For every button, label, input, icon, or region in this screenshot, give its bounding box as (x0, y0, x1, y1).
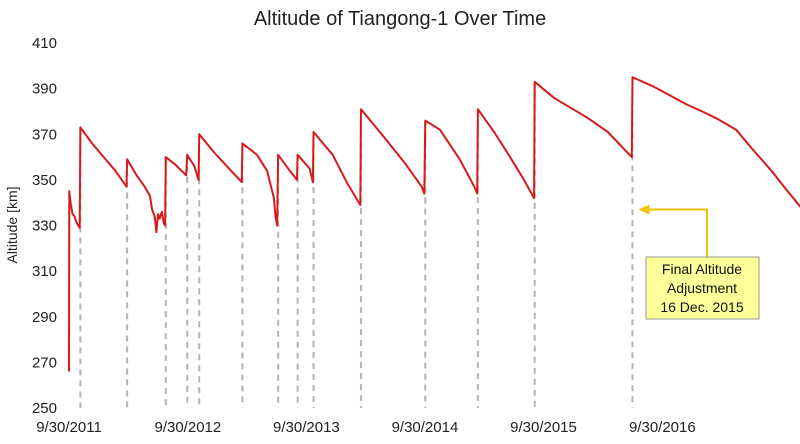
x-tick-label: 9/30/2012 (154, 419, 221, 436)
annotation-text-line: Final Altitude (662, 261, 742, 277)
annotation: Final Altitude Adjustment 16 Dec. 2015 (638, 204, 760, 320)
annotation-arrow-line (648, 208, 708, 257)
annotation-text-line: Adjustment (667, 280, 737, 296)
series-group (68, 76, 800, 372)
y-tick-label: 330 (32, 218, 57, 235)
marker-lines (79, 77, 634, 408)
x-tick-label: 9/30/2011 (36, 419, 102, 436)
annotation-box (645, 256, 760, 320)
x-tick-label: 9/30/2014 (392, 419, 459, 436)
annotation-text-line: 16 Dec. 2015 (660, 299, 743, 315)
y-tick-label: 270 (32, 354, 57, 371)
y-tick-label: 370 (32, 126, 57, 143)
annotation-arrowhead (638, 204, 650, 215)
y-axis-title: Altitude [km] (4, 186, 20, 263)
y-tick-label: 290 (32, 309, 57, 326)
altitude-series-line (68, 76, 800, 372)
y-tick-label: 390 (32, 81, 57, 98)
y-tick-label: 410 (32, 35, 57, 52)
chart-title: Altitude of Tiangong-1 Over Time (254, 8, 546, 30)
y-tick-label: 350 (32, 172, 57, 189)
x-tick-label: 9/30/2015 (510, 419, 577, 436)
y-ticks: 250 270 290 310 330 350 370 390 410 (32, 35, 57, 417)
x-ticks: 9/30/2011 9/30/2012 9/30/2013 9/30/2014 9/30… (36, 419, 696, 436)
y-tick-label: 310 (32, 263, 57, 280)
x-tick-label: 9/30/2013 (273, 419, 340, 436)
y-tick-label: 250 (32, 400, 57, 417)
x-tick-label: 9/30/2016 (629, 419, 696, 436)
